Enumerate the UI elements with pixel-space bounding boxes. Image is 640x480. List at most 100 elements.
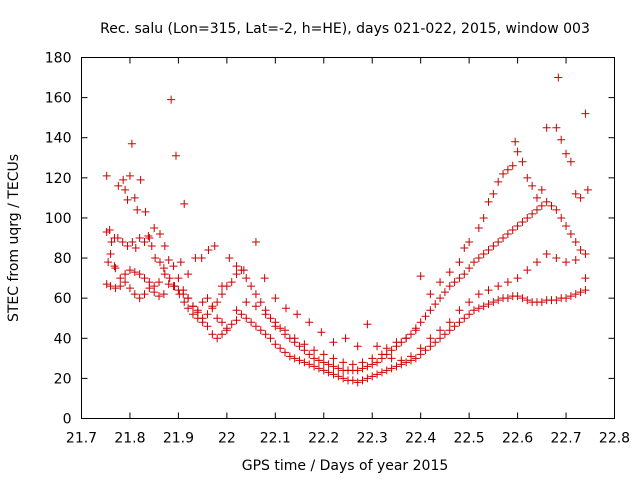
data-point <box>503 278 512 287</box>
data-point <box>184 270 193 279</box>
data-point <box>537 298 546 307</box>
data-point <box>566 229 575 238</box>
data-point <box>334 364 343 373</box>
data-point <box>426 290 435 299</box>
y-tick-label: 0 <box>63 412 72 428</box>
data-point <box>503 294 512 303</box>
data-point <box>247 318 256 327</box>
data-point <box>208 304 217 313</box>
data-point <box>305 350 314 359</box>
data-point <box>310 354 319 363</box>
data-point <box>431 300 440 309</box>
data-point <box>227 278 236 287</box>
data-point <box>147 242 156 251</box>
data-point <box>251 322 260 331</box>
plot-frame <box>81 57 615 419</box>
data-point <box>421 346 430 355</box>
data-point <box>319 366 328 375</box>
data-point <box>494 296 503 305</box>
data-point <box>523 296 532 305</box>
data-point <box>489 298 498 307</box>
y-axis-label: STEC from uqrg / TECUs <box>6 154 22 322</box>
data-point <box>203 322 212 331</box>
data-point <box>353 366 362 375</box>
data-point <box>121 270 130 279</box>
data-point <box>426 306 435 315</box>
data-point <box>310 362 319 371</box>
data-point <box>518 217 527 226</box>
data-point <box>562 294 571 303</box>
data-point <box>251 302 260 311</box>
data-point <box>140 238 149 247</box>
data-point <box>562 149 571 158</box>
data-point <box>111 264 120 273</box>
y-tick-label: 160 <box>45 91 72 107</box>
data-point <box>169 282 178 291</box>
data-point <box>479 250 488 259</box>
data-point <box>305 360 314 369</box>
data-point <box>571 238 580 247</box>
data-point <box>465 298 474 307</box>
data-point <box>508 225 517 234</box>
data-point <box>106 282 115 291</box>
data-point <box>373 342 382 351</box>
data-point <box>532 258 541 267</box>
data-point <box>114 181 123 190</box>
data-point <box>271 294 280 303</box>
data-point <box>251 290 260 299</box>
data-point <box>218 330 227 339</box>
data-point <box>151 254 160 263</box>
data-point <box>324 360 333 369</box>
data-point <box>110 262 119 271</box>
data-point <box>523 213 532 222</box>
data-point <box>179 286 188 295</box>
data-point <box>474 290 483 299</box>
data-point <box>113 234 122 242</box>
data-point <box>276 344 285 353</box>
data-point <box>144 231 153 240</box>
data-point <box>484 286 493 295</box>
data-point <box>576 246 585 255</box>
data-point <box>334 372 343 381</box>
data-point <box>319 358 328 367</box>
data-point <box>455 318 464 327</box>
y-tick-label: 80 <box>54 251 72 267</box>
data-point <box>102 171 111 180</box>
data-point <box>256 326 265 335</box>
data-point <box>436 278 445 287</box>
data-point <box>198 298 207 307</box>
data-point <box>353 378 362 387</box>
data-point <box>213 298 222 307</box>
data-point <box>251 238 260 247</box>
data-point <box>460 314 469 323</box>
data-point <box>155 278 164 287</box>
data-point <box>455 306 464 315</box>
data-point <box>494 238 503 247</box>
data-point <box>562 221 571 230</box>
data-point <box>140 290 149 299</box>
data-point <box>363 374 372 383</box>
data-point <box>295 342 304 351</box>
data-point <box>339 374 348 383</box>
data-point <box>150 282 159 291</box>
data-point <box>373 370 382 379</box>
data-point <box>319 350 328 359</box>
data-point <box>469 306 478 315</box>
data-point <box>494 282 503 291</box>
data-point <box>571 256 580 265</box>
data-point <box>204 246 213 255</box>
chart-title: Rec. salu (Lon=315, Lat=-2, h=HE), days … <box>100 21 590 37</box>
data-point <box>474 254 483 263</box>
data-point <box>290 354 299 363</box>
data-point <box>145 234 154 242</box>
data-point <box>317 328 326 337</box>
data-point <box>547 201 556 210</box>
data-point <box>131 244 140 253</box>
data-point <box>576 193 585 202</box>
data-point <box>465 264 474 273</box>
data-point <box>348 376 357 385</box>
data-point <box>484 197 493 206</box>
y-axis: 0 20 40 60 80 100 120 140 160 180 <box>45 51 615 428</box>
data-point <box>511 137 520 146</box>
data-point <box>155 292 164 301</box>
